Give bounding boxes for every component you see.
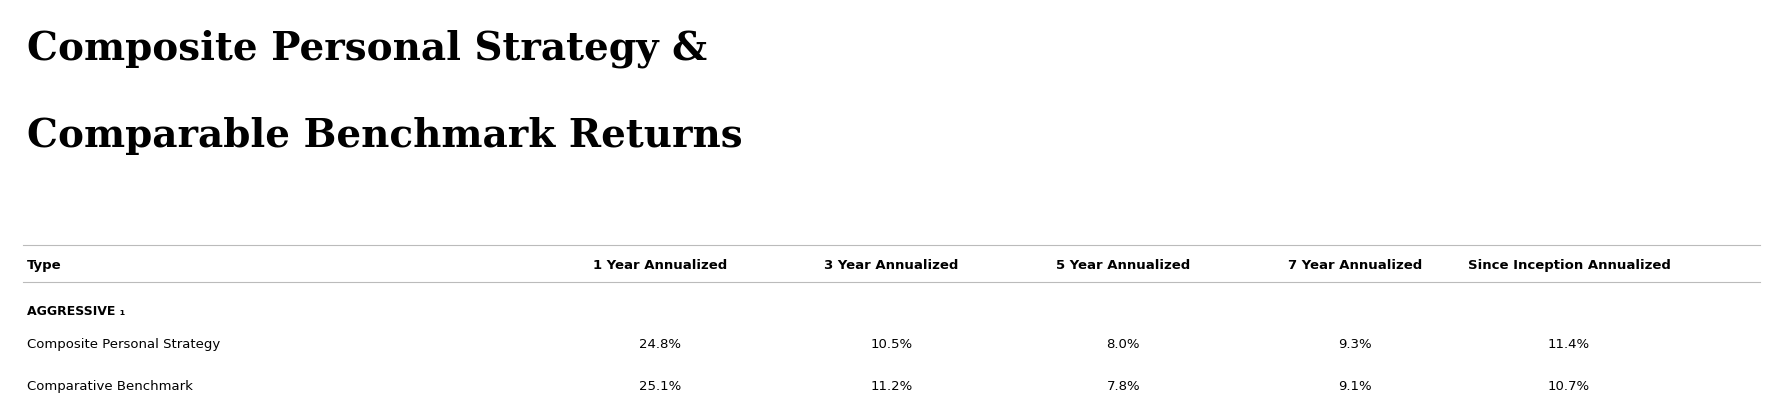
Text: Comparative Benchmark: Comparative Benchmark	[27, 380, 192, 393]
Text: 24.8%: 24.8%	[638, 338, 681, 352]
Text: 5 Year Annualized: 5 Year Annualized	[1055, 259, 1190, 272]
Text: 10.7%: 10.7%	[1547, 380, 1590, 393]
Text: Type: Type	[27, 259, 61, 272]
Text: 3 Year Annualized: 3 Year Annualized	[823, 259, 959, 272]
Text: 9.1%: 9.1%	[1338, 380, 1370, 393]
Text: 7 Year Annualized: 7 Year Annualized	[1287, 259, 1422, 272]
Text: AGGRESSIVE ₁: AGGRESSIVE ₁	[27, 305, 125, 318]
Text: 25.1%: 25.1%	[638, 380, 681, 393]
Text: 7.8%: 7.8%	[1107, 380, 1139, 393]
Text: 1 Year Annualized: 1 Year Annualized	[592, 259, 727, 272]
Text: 9.3%: 9.3%	[1338, 338, 1370, 352]
Text: 10.5%: 10.5%	[870, 338, 912, 352]
Text: 8.0%: 8.0%	[1107, 338, 1139, 352]
Text: Composite Personal Strategy: Composite Personal Strategy	[27, 338, 219, 352]
Text: Comparable Benchmark Returns: Comparable Benchmark Returns	[27, 117, 741, 155]
Text: Composite Personal Strategy &: Composite Personal Strategy &	[27, 29, 706, 68]
Text: Since Inception Annualized: Since Inception Annualized	[1467, 259, 1670, 272]
Text: 11.2%: 11.2%	[870, 380, 912, 393]
Text: 11.4%: 11.4%	[1547, 338, 1590, 352]
